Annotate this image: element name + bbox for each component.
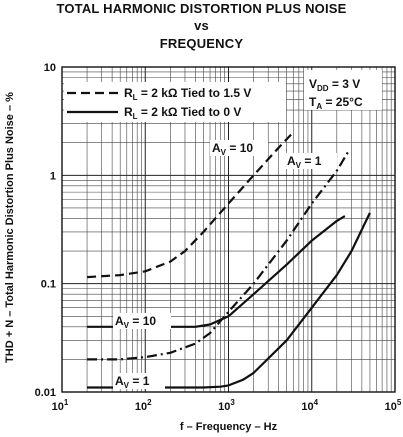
y-axis-label: THD + N – Total Harmonic Distortion Plus…	[4, 92, 16, 363]
y-tick-label: 1	[50, 170, 56, 182]
series-line-4	[87, 212, 371, 389]
series-line-2	[87, 149, 350, 361]
x-axis-label: f – Frequency – Hz	[180, 421, 278, 433]
legend-box	[64, 82, 286, 122]
series-line-3	[87, 215, 346, 328]
x-tick-label: 105	[385, 398, 402, 413]
chart-title-line-3: FREQUENCY	[159, 36, 244, 51]
legend-label-2: RL = 2 kΩ Tied to 0 V	[124, 105, 241, 121]
curve-annotation-1: AV = 10	[212, 141, 253, 157]
x-tick-label: 102	[135, 398, 152, 413]
curve-annotation-2: AV = 1	[287, 154, 322, 170]
condition-label-1: VDD = 3 V	[309, 77, 360, 93]
chart-title-line-2: vs	[194, 18, 209, 33]
y-tick-label: 0.01	[35, 387, 56, 399]
series-line-1	[87, 131, 295, 279]
annotation-bg	[210, 140, 268, 156]
condition-label-2: TA = 25°C	[309, 95, 363, 111]
x-tick-label: 104	[301, 398, 318, 413]
x-tick-label: 103	[218, 398, 235, 413]
annotation-bg	[113, 373, 165, 389]
y-tick-label: 0.1	[41, 279, 56, 291]
chart-title-line-1: TOTAL HARMONIC DISTORTION PLUS NOISE	[56, 1, 347, 16]
plot-frame	[61, 66, 396, 393]
annotation-bg	[113, 313, 171, 329]
curve-annotation-4: AV = 1	[115, 374, 150, 390]
legend-label-1: RL = 2 kΩ Tied to 1.5 V	[124, 86, 251, 102]
annotation-bg	[285, 153, 337, 169]
y-tick-label: 10	[44, 62, 56, 74]
curve-annotation-3: AV = 10	[115, 314, 156, 330]
x-tick-label: 101	[52, 398, 69, 413]
conditions-box	[304, 70, 382, 110]
